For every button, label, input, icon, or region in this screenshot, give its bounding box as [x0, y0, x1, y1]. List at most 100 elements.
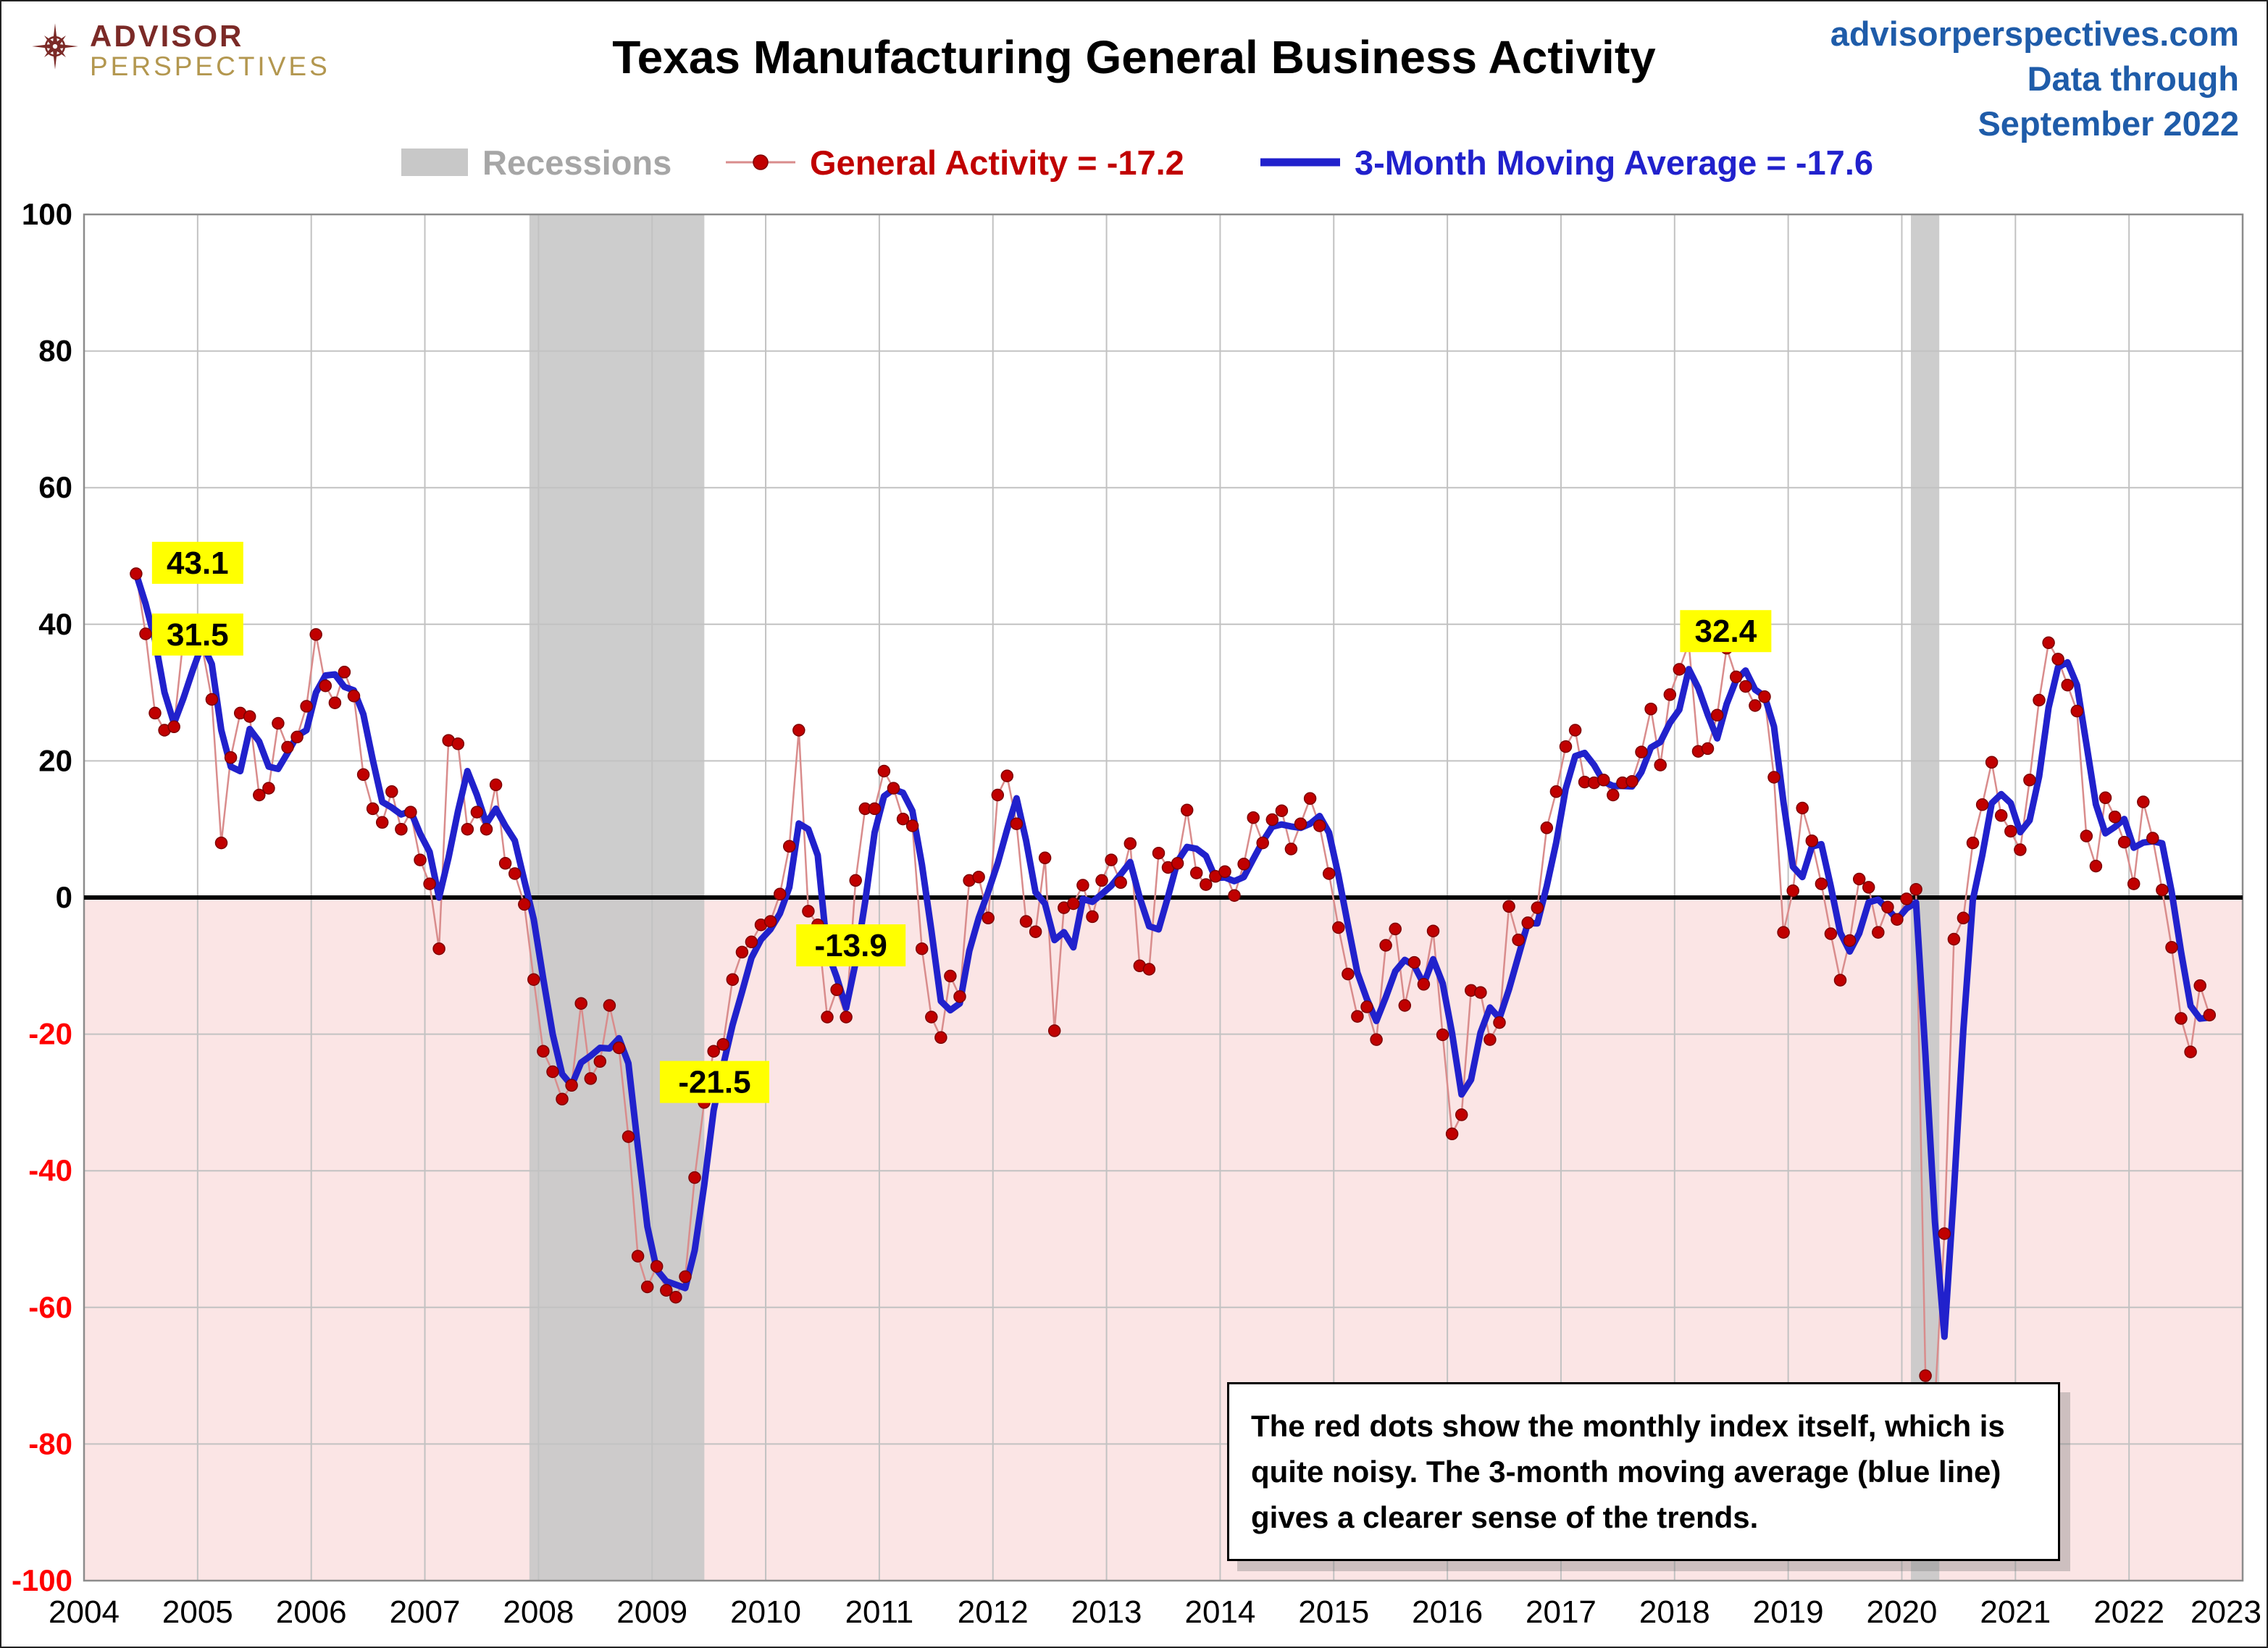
data-dot	[1919, 1369, 1932, 1382]
advisor-perspectives-logo: ADVISOR PERSPECTIVES	[30, 20, 330, 82]
data-dot	[1436, 1028, 1449, 1042]
x-tick-label: 2015	[1298, 1594, 1369, 1630]
data-dot	[707, 1045, 720, 1058]
data-dot	[612, 1041, 626, 1055]
data-dot	[272, 716, 285, 730]
y-tick-label: -20	[28, 1017, 72, 1051]
data-dot	[1218, 865, 1231, 878]
data-dot	[1796, 801, 1809, 815]
data-dot	[1047, 1024, 1061, 1037]
caption-text: The red dots show the monthly index itse…	[1251, 1409, 2005, 1534]
data-dot	[1351, 1010, 1364, 1023]
data-dot	[1540, 821, 1554, 835]
data-dot	[1805, 834, 1819, 848]
data-dot	[1635, 745, 1648, 758]
x-tick-label: 2022	[2093, 1594, 2164, 1630]
data-dot	[432, 942, 445, 955]
data-dot	[1171, 857, 1184, 870]
data-dot	[281, 740, 294, 754]
source-info: advisorperspectives.com Data through Sep…	[1830, 12, 2239, 146]
data-dot	[1644, 702, 1657, 716]
x-tick-label: 2004	[49, 1594, 120, 1630]
data-dot	[1531, 901, 1544, 914]
data-dot	[556, 1092, 569, 1105]
data-dot	[470, 806, 484, 819]
data-dot	[385, 785, 398, 798]
data-dot	[1474, 986, 1487, 999]
data-dot	[1417, 978, 1431, 991]
data-dot	[2089, 859, 2103, 873]
data-dot	[1256, 836, 1269, 850]
data-dot	[1909, 882, 1922, 896]
data-dot	[395, 822, 408, 836]
data-dot	[130, 567, 143, 580]
data-dot	[1029, 925, 1042, 938]
data-dot	[1095, 874, 1108, 887]
data-dot	[603, 999, 616, 1012]
data-dot	[498, 857, 512, 870]
data-dot	[745, 935, 758, 949]
data-dot	[1038, 851, 1052, 865]
data-dot	[1966, 836, 1980, 850]
svg-text:-13.9: -13.9	[815, 928, 887, 963]
data-dot	[1445, 1127, 1459, 1141]
data-dot	[1833, 974, 1847, 987]
general-activity-dots	[130, 567, 2217, 1408]
data-dot	[669, 1290, 682, 1304]
data-dot	[2175, 1012, 2188, 1025]
data-dot	[660, 1284, 673, 1297]
data-dot	[518, 898, 531, 911]
logo-advisor-text: ADVISOR	[90, 19, 244, 53]
data-dot	[972, 870, 985, 884]
data-dot	[868, 802, 882, 816]
data-dot	[537, 1045, 550, 1058]
x-tick-label: 2013	[1071, 1594, 1142, 1630]
data-dot	[1398, 999, 1412, 1012]
data-dot	[1114, 876, 1127, 890]
x-tick-label: 2010	[730, 1594, 801, 1630]
y-tick-label: 20	[38, 743, 72, 777]
data-dot	[631, 1250, 645, 1263]
data-dot	[1389, 922, 1402, 936]
data-dot	[1294, 817, 1307, 830]
data-dot	[1549, 785, 1563, 798]
data-dot	[840, 1011, 853, 1024]
data-dot	[1076, 879, 1089, 892]
data-dot	[290, 730, 304, 744]
y-tick-label: 40	[38, 607, 72, 641]
data-dot	[2051, 653, 2064, 666]
x-tick-label: 2016	[1412, 1594, 1483, 1630]
data-dot	[1303, 792, 1317, 806]
data-dot	[1322, 867, 1336, 880]
data-dot	[1758, 690, 1771, 703]
data-dot	[2193, 979, 2206, 992]
y-tick-label: -60	[28, 1290, 72, 1324]
data-dot	[1105, 853, 1118, 866]
x-tick-label: 2007	[390, 1594, 461, 1630]
data-dot	[214, 836, 228, 850]
data-dot	[1957, 911, 1970, 925]
data-dot	[1142, 963, 1156, 976]
data-dot	[546, 1065, 559, 1079]
data-dot	[934, 1031, 947, 1045]
data-dot	[1843, 934, 1857, 948]
data-dot	[1086, 910, 1099, 924]
x-tick-label: 2018	[1639, 1594, 1710, 1630]
logo-text: ADVISOR PERSPECTIVES	[90, 20, 330, 82]
data-dot	[2080, 829, 2093, 842]
data-dot	[1228, 889, 1241, 902]
data-dot	[593, 1055, 607, 1068]
data-dot	[726, 973, 740, 986]
data-dot	[735, 945, 749, 959]
data-dot	[205, 693, 219, 706]
data-dot	[1342, 967, 1355, 981]
svg-text:31.5: 31.5	[167, 617, 229, 653]
data-dot	[1189, 866, 1203, 879]
data-dot	[1180, 803, 1194, 817]
x-tick-label: 2019	[1753, 1594, 1824, 1630]
data-dot	[338, 666, 351, 679]
data-dot	[2117, 835, 2131, 849]
recession-swatch-icon	[401, 149, 468, 176]
data-dot	[1568, 724, 1582, 737]
